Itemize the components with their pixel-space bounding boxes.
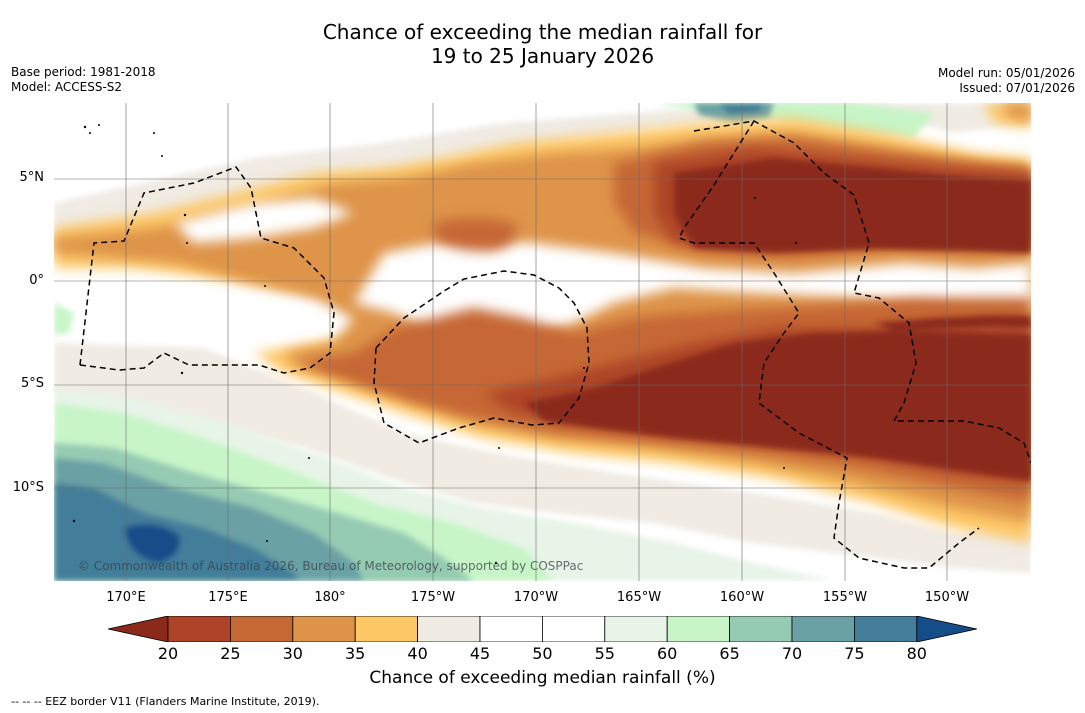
rainfall-map-canvas <box>54 103 1031 581</box>
colorbar-tick-40: 40 <box>407 644 428 663</box>
issued-date: Issued: 07/01/2026 <box>959 81 1075 95</box>
latitude-label-5n: 5°N <box>19 170 45 185</box>
colorbar-cell-75-80 <box>854 616 918 642</box>
islands <box>72 124 798 565</box>
colorbar-cell-35-40 <box>354 616 418 642</box>
eez-border-note: -- -- -- EEZ border V11 (Flanders Marine… <box>11 695 320 708</box>
colorbar-cell-25-30 <box>230 616 294 642</box>
colorbar-tick-20: 20 <box>157 644 179 663</box>
rainfall-map: © Commonwealth of Australia 2026, Bureau… <box>54 103 1031 581</box>
graticule <box>54 103 1031 581</box>
longitude-label-155w: 155°W <box>822 590 868 605</box>
colorbar-tick-80: 80 <box>906 644 927 663</box>
eez-border-east <box>693 120 1031 464</box>
longitude-label-180: 180° <box>314 590 346 605</box>
colorbar-tick-25: 25 <box>220 644 241 663</box>
colorbar-tick-30: 30 <box>282 644 303 663</box>
colorbar-cell-45-50 <box>479 616 543 642</box>
model-run-date: Model run: 05/01/2026 <box>937 66 1075 80</box>
colorbar-cell-50-55 <box>541 616 606 642</box>
colorbar-cell-20-25 <box>167 616 231 642</box>
colorbar-title: Chance of exceeding median rainfall (%) <box>369 668 716 688</box>
title-line-1: Chance of exceeding the median rainfall … <box>322 20 763 44</box>
longitude-label-170e: 170°E <box>106 590 146 605</box>
colorbar-arrow-low <box>108 616 169 642</box>
copyright-notice: © Commonwealth of Australia 2026, Bureau… <box>78 559 584 573</box>
colorbar-tick-45: 45 <box>469 644 491 663</box>
colorbar-cell-30-35 <box>292 616 356 642</box>
eez-borders <box>79 120 1031 569</box>
base-period: Base period: 1981-2018 <box>11 65 156 79</box>
model-name: Model: ACCESS-S2 <box>11 80 123 94</box>
longitude-label-150w: 150°W <box>924 590 970 605</box>
map-title: Chance of exceeding the median rainfall … <box>0 20 1085 68</box>
latitude-label-10s: 10°S <box>12 480 44 495</box>
longitude-label-170w: 170°W <box>513 590 559 605</box>
colorbar-cell-70-75 <box>791 616 855 642</box>
latitude-label-0: 0° <box>29 273 44 288</box>
eez-border-southeast <box>677 120 980 569</box>
eez-border-west <box>79 166 335 374</box>
longitude-label-165w: 165°W <box>616 590 662 605</box>
layer-70-80 <box>54 103 774 581</box>
colorbar-tick-60: 60 <box>657 644 678 663</box>
metadata-left: Base period: 1981-2018 Model: ACCESS-S2 <box>11 65 156 95</box>
eez-border-central <box>373 270 590 444</box>
longitude-label-160w: 160°W <box>719 590 765 605</box>
layer-below-20 <box>524 158 1031 481</box>
longitude-label-175w: 175°W <box>410 590 456 605</box>
colorbar-cell-55-60 <box>604 616 668 642</box>
colorbar-tick-65: 65 <box>719 644 740 663</box>
colorbar-cell-65-70 <box>729 616 793 642</box>
latitude-label-5s: 5°S <box>20 376 44 391</box>
colorbar-tick-70: 70 <box>781 644 803 663</box>
colorbar-cell-40-45 <box>417 616 481 642</box>
colorbar-tick-75: 75 <box>844 644 865 663</box>
metadata-right: Model run: 05/01/2026 Issued: 07/01/2026 <box>938 66 1075 96</box>
colorbar-tick-35: 35 <box>345 644 366 663</box>
title-line-2: 19 to 25 January 2026 <box>430 44 655 68</box>
colorbar-cell-60-65 <box>666 616 731 642</box>
colorbar-arrow-high <box>916 616 977 642</box>
colorbar-tick-50: 50 <box>532 644 553 663</box>
colorbar <box>108 616 977 642</box>
longitude-label-175e: 175°E <box>208 590 248 605</box>
colorbar-tick-55: 55 <box>594 644 615 663</box>
